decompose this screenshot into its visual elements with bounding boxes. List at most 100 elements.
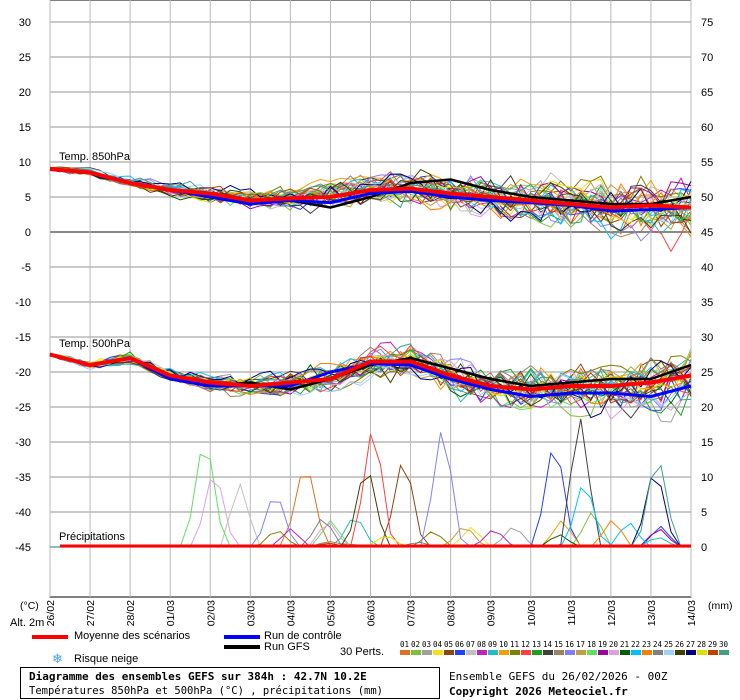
pert-swatch <box>466 650 476 655</box>
left-tick-label: 0 <box>25 227 31 239</box>
pert-swatch <box>488 650 498 655</box>
mean-500-line <box>49 352 692 392</box>
x-tick-label: 26/02 <box>45 600 57 626</box>
pert-id-label: 28 <box>697 640 707 649</box>
x-tick-label: 01/03 <box>165 600 177 626</box>
pert-swatch <box>708 650 718 655</box>
pert-id-label: 01 <box>400 640 409 649</box>
footer-title: Diagramme des ensembles GEFS sur 384h : … <box>29 670 367 683</box>
pert-swatch <box>565 650 575 655</box>
x-tick-label: 27/02 <box>85 600 97 626</box>
left-tick-label: 30 <box>19 17 31 29</box>
left-tick-label: 20 <box>19 87 31 99</box>
pert-id-label: 11 <box>510 640 519 649</box>
x-tick-label: 12/03 <box>606 600 618 626</box>
pert-swatch <box>675 650 685 655</box>
pert-id-label: 03 <box>422 640 431 649</box>
left-tick-label: 5 <box>25 192 31 204</box>
mean-850-line <box>49 167 692 210</box>
x-tick-label: 03/03 <box>245 600 257 626</box>
pert-swatch <box>620 650 630 655</box>
right-tick-label: 45 <box>701 227 713 239</box>
pert-id-label: 21 <box>620 640 629 649</box>
perturbation-line <box>49 168 692 222</box>
run-label: Ensemble GEFS du 26/02/2026 - 00Z <box>449 670 668 683</box>
t500-label: Temp. 500hPa <box>59 338 131 350</box>
right-unit-label: (mm) <box>708 600 733 612</box>
pert-swatch <box>532 650 542 655</box>
right-tick-label: 60 <box>701 122 713 134</box>
pert-id-label: 04 <box>433 640 443 649</box>
right-tick-label: 15 <box>701 437 713 449</box>
right-tick-label: 55 <box>701 157 713 169</box>
perturbation-swatches: 01 02 03 04 05 06 07 08 09 10 11 12 13 14 15 16 17 18 19 20… <box>400 640 729 655</box>
footer-subtitle: Températures 850hPa et 500hPa (°C) , pré… <box>29 685 384 697</box>
left-tick-label: 10 <box>19 157 31 169</box>
pert-id-label: 15 <box>554 640 563 649</box>
left-unit-label: (°C) <box>20 600 39 612</box>
pert-swatch <box>642 650 652 655</box>
right-tick-label: 5 <box>701 507 707 519</box>
gfs-legend-label: Run GFS <box>264 641 310 653</box>
pert-id-label: 20 <box>609 640 619 649</box>
pert-swatch <box>554 650 564 655</box>
pert-id-label: 07 <box>466 640 475 649</box>
pert-swatch <box>631 650 641 655</box>
left-tick-label: 25 <box>19 52 31 64</box>
left-tick-label: -35 <box>15 472 31 484</box>
x-tick-label: 10/03 <box>526 600 538 626</box>
x-tick-label: 08/03 <box>446 600 458 626</box>
pert-id-label: 08 <box>477 640 487 649</box>
mean-legend-label: Moyenne des scénarios <box>74 630 191 642</box>
chart-grid <box>49 0 692 598</box>
right-tick-label: 70 <box>701 52 713 64</box>
right-tick-label: 65 <box>701 87 713 99</box>
pert-id-label: 06 <box>455 640 465 649</box>
pert-swatch <box>609 650 619 655</box>
altitude-label: Alt. 2m <box>10 617 44 629</box>
right-tick-label: 10 <box>701 472 713 484</box>
pert-swatch <box>433 650 443 655</box>
pert-swatch <box>411 650 421 655</box>
pert-swatch <box>598 650 608 655</box>
x-tick-label: 14/03 <box>686 600 698 626</box>
x-tick-label: 11/03 <box>566 600 578 626</box>
pert-id-label: 09 <box>488 640 497 649</box>
right-tick-label: 0 <box>701 542 707 554</box>
left-tick-label: -45 <box>15 542 31 554</box>
pert-id-label: 17 <box>576 640 585 649</box>
x-tick-label: 09/03 <box>486 600 498 626</box>
right-tick-label: 40 <box>701 262 713 274</box>
pert-swatch <box>543 650 553 655</box>
left-tick-label: -5 <box>21 262 31 274</box>
pert-id-label: 12 <box>521 640 530 649</box>
x-tick-label: 06/03 <box>366 600 378 626</box>
pert-swatch <box>697 650 707 655</box>
left-tick-label: 15 <box>19 122 31 134</box>
gfs-legend-line <box>224 645 260 649</box>
perts-label: 30 Perts. <box>340 646 385 658</box>
precip-label: Précipitations <box>59 531 126 543</box>
pert-swatch <box>719 650 729 655</box>
control-legend-line <box>224 635 260 639</box>
pert-swatch <box>653 650 663 655</box>
x-tick-label: 05/03 <box>325 600 337 626</box>
main-lines <box>49 167 692 548</box>
pert-swatch <box>499 650 509 655</box>
pert-swatch <box>587 650 597 655</box>
pert-swatch <box>510 650 520 655</box>
pert-swatch <box>455 650 465 655</box>
right-tick-label: 35 <box>701 297 713 309</box>
pert-id-label: 13 <box>532 640 541 649</box>
t850-label: Temp. 850hPa <box>59 151 131 163</box>
right-tick-label: 75 <box>701 17 713 29</box>
x-tick-label: 07/03 <box>406 600 418 626</box>
pert-id-label: 23 <box>642 640 651 649</box>
pert-swatch <box>477 650 487 655</box>
pert-id-label: 30 <box>719 640 729 649</box>
left-tick-label: -40 <box>15 507 31 519</box>
pert-id-label: 26 <box>675 640 685 649</box>
x-tick-label: 04/03 <box>285 600 297 626</box>
pert-id-label: 27 <box>686 640 695 649</box>
